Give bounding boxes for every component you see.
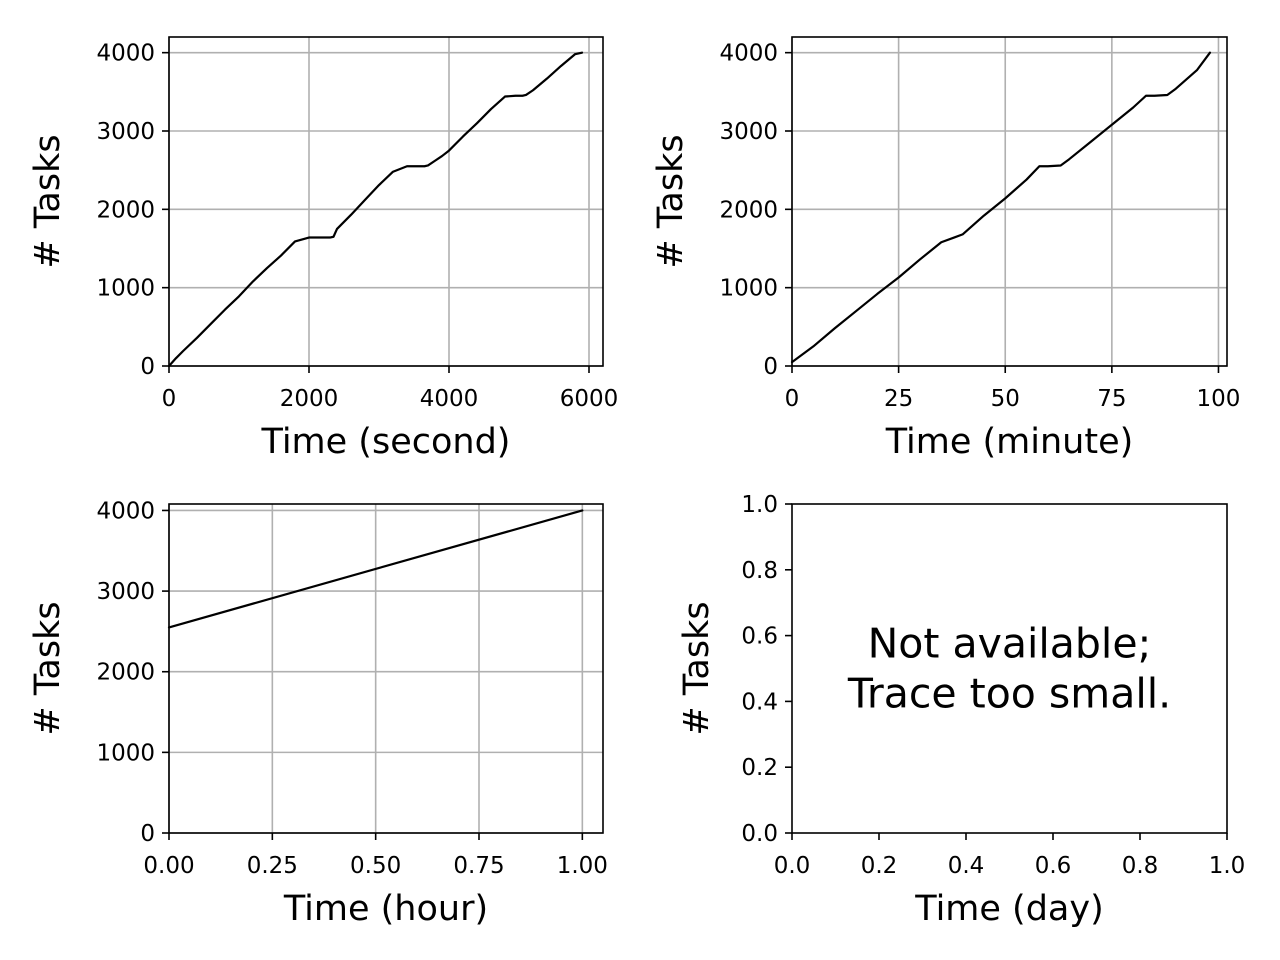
y-tick-label: 2000 — [719, 197, 778, 223]
x-tick-label: 25 — [884, 386, 913, 412]
y-axis-title: # Tasks — [28, 601, 68, 735]
axes-frame — [791, 503, 1228, 834]
y-axis-title: # Tasks — [651, 134, 691, 268]
x-axis-title: Time (second) — [261, 422, 511, 462]
chart-panel-4: 0.0 0.2 0.4 0.6 0.8 1.0 0.0 0.2 0.4 0.6 0.8 1.0 Time… — [677, 492, 1245, 929]
y-tick-label: 1000 — [719, 276, 778, 302]
x-tick-label: 0.8 — [1122, 853, 1159, 879]
y-tick-label: 4000 — [96, 498, 155, 524]
y-tick-label: 3000 — [719, 119, 778, 145]
y-tick-label: 3000 — [96, 579, 155, 605]
x-tick-label: 4000 — [420, 386, 479, 412]
axes-frame — [168, 36, 604, 367]
x-tick-label: 75 — [1097, 386, 1126, 412]
x-tick-label: 1.0 — [1209, 853, 1246, 879]
x-tick-label: 0.0 — [774, 853, 811, 879]
y-tick-label: 0.0 — [741, 821, 778, 847]
y-tick-label: 0.8 — [741, 558, 778, 584]
y-tick-label: 4000 — [719, 41, 778, 67]
y-tick-label: 0.4 — [741, 689, 778, 715]
x-tick-label: 0 — [785, 386, 800, 412]
chart-panel-3: 0.00 0.25 0.50 0.75 1.00 0 1000 2000 3000 4000 Tim… — [28, 498, 608, 929]
x-axis-title: Time (day) — [914, 889, 1103, 929]
series-line — [167, 51, 584, 368]
y-tick-label: 0 — [763, 354, 778, 380]
x-tick-label: 0.00 — [143, 853, 194, 879]
y-tick-label: 3000 — [96, 119, 155, 145]
y-tick-label: 0 — [140, 354, 155, 380]
annotation-text: Not available; — [868, 620, 1152, 668]
y-axis-title: # Tasks — [677, 601, 717, 735]
y-tick-label: 1.0 — [741, 492, 778, 518]
axes-frame — [168, 503, 604, 834]
x-tick-label: 100 — [1197, 386, 1241, 412]
x-tick-label: 50 — [991, 386, 1020, 412]
x-tick-label: 6000 — [560, 386, 619, 412]
annotation-text: Trace too small. — [847, 670, 1171, 718]
x-tick-label: 0.2 — [861, 853, 898, 879]
y-tick-label: 0.2 — [741, 755, 778, 781]
x-tick-label: 0.4 — [948, 853, 985, 879]
y-tick-label: 1000 — [96, 740, 155, 766]
x-tick-label: 0.50 — [350, 853, 401, 879]
y-tick-label: 2000 — [96, 197, 155, 223]
y-tick-label: 4000 — [96, 41, 155, 67]
y-tick-label: 0 — [140, 821, 155, 847]
x-tick-label: 2000 — [280, 386, 339, 412]
x-tick-label: 0 — [162, 386, 177, 412]
y-tick-label: 2000 — [96, 660, 155, 686]
x-tick-label: 1.00 — [557, 853, 608, 879]
axes-frame — [791, 36, 1228, 367]
x-tick-label: 0.75 — [453, 853, 504, 879]
y-tick-label: 1000 — [96, 276, 155, 302]
chart-panel-1: 0 2000 4000 6000 0 1000 2000 3000 4000 Time (seco… — [28, 36, 619, 462]
x-tick-label: 0.25 — [247, 853, 298, 879]
series-line — [790, 51, 1212, 364]
series-line — [167, 509, 584, 629]
y-tick-label: 0.6 — [741, 624, 778, 650]
x-tick-label: 0.6 — [1035, 853, 1072, 879]
x-axis-title: Time (hour) — [283, 889, 488, 929]
x-axis-title: Time (minute) — [885, 422, 1134, 462]
y-axis-title: # Tasks — [28, 134, 68, 268]
